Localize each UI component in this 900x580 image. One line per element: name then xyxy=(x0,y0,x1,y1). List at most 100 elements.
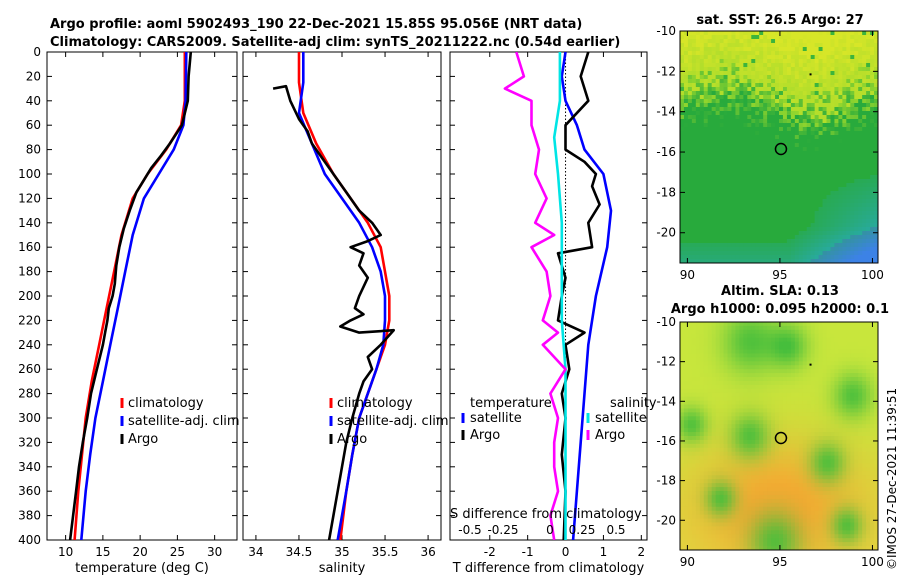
map-cell xyxy=(759,39,764,44)
x-tick-label: 34.5 xyxy=(286,545,313,559)
map-cell xyxy=(810,31,816,36)
map-cell xyxy=(763,211,768,216)
map-cell xyxy=(735,35,740,40)
map-cell xyxy=(814,151,820,156)
map-cell xyxy=(870,388,875,394)
map-cell xyxy=(683,235,689,240)
map-cell xyxy=(691,380,697,386)
map-cell xyxy=(703,223,709,228)
map-cell xyxy=(699,443,705,449)
map-cell xyxy=(782,39,788,44)
map-cell xyxy=(834,373,839,378)
map-cell xyxy=(826,59,832,64)
map-cell xyxy=(763,439,768,445)
map-cell xyxy=(842,167,847,172)
map-cell xyxy=(735,199,740,204)
map-cell xyxy=(779,39,784,44)
map-cell xyxy=(723,151,729,156)
map-cell xyxy=(854,163,859,168)
map-cell xyxy=(790,369,796,374)
map-cell xyxy=(763,151,768,156)
map-cell xyxy=(798,167,804,172)
map-cell xyxy=(723,463,729,469)
map-cell xyxy=(727,436,733,441)
argo-marker xyxy=(774,142,788,156)
map-cell xyxy=(870,127,875,132)
map-cell xyxy=(838,447,843,453)
map-cell xyxy=(842,75,847,80)
map-cell xyxy=(858,243,863,248)
map-cell xyxy=(818,341,824,347)
map-cell xyxy=(695,167,701,172)
map-cell xyxy=(735,353,740,358)
map-cell xyxy=(747,75,752,80)
map-cell xyxy=(786,63,792,68)
map-cell xyxy=(846,239,851,244)
map-cell xyxy=(759,353,764,358)
map-cell xyxy=(767,91,772,96)
map-cell xyxy=(755,187,760,192)
map-cell xyxy=(743,439,748,445)
map-cell xyxy=(743,455,748,461)
sla-map: 90 95 100-10-12-14-16-18-20 xyxy=(656,315,884,569)
map-cell xyxy=(763,135,768,140)
map-cell xyxy=(802,203,808,208)
map-cell xyxy=(739,341,744,347)
map-cell xyxy=(763,373,768,378)
map-cell xyxy=(790,167,796,172)
map-cell xyxy=(830,63,836,68)
map-cell xyxy=(731,337,737,343)
map-cell xyxy=(711,35,717,40)
map-cell xyxy=(767,380,772,386)
map-cell xyxy=(763,87,768,92)
map-cell xyxy=(810,388,816,394)
map-cell xyxy=(798,227,804,232)
map-cell xyxy=(747,255,752,260)
map-cell xyxy=(743,179,748,184)
map-cell xyxy=(771,211,776,216)
map-cell xyxy=(715,243,721,248)
map-cell xyxy=(870,219,875,224)
map-cell xyxy=(798,59,804,64)
map-cell xyxy=(810,115,816,120)
map-cell xyxy=(699,75,705,80)
map-cell xyxy=(826,131,832,136)
map-cell xyxy=(786,207,792,212)
map-cell xyxy=(826,119,832,124)
map-cell xyxy=(719,55,725,60)
map-cell xyxy=(735,91,740,96)
map-cell xyxy=(810,163,816,168)
map-cell xyxy=(695,329,701,335)
map-cell xyxy=(695,227,701,232)
map-cell xyxy=(822,247,828,252)
map-cell xyxy=(842,322,847,327)
y-tick-label: 280 xyxy=(18,387,41,401)
map-cell xyxy=(826,67,832,72)
map-cell xyxy=(786,43,792,48)
map-cell xyxy=(858,71,863,76)
map-cell xyxy=(814,199,820,204)
map-cell xyxy=(842,195,847,200)
map-cell xyxy=(680,183,685,188)
map-cell xyxy=(782,75,788,80)
map-cell xyxy=(747,420,752,425)
map-cell xyxy=(743,115,748,120)
map-cell xyxy=(683,199,689,204)
map-cell xyxy=(759,341,764,347)
map-cell xyxy=(771,377,776,382)
map-cell xyxy=(794,424,800,429)
map-cell xyxy=(834,151,839,156)
x-axis-label: T difference from climatology xyxy=(452,561,645,576)
map-cell xyxy=(814,115,820,120)
map-cell xyxy=(767,147,772,152)
map-cell xyxy=(858,388,863,394)
map-cell xyxy=(767,432,772,437)
map-cell xyxy=(735,143,740,148)
map-cell xyxy=(846,203,851,208)
map-cell xyxy=(842,39,847,44)
map-cell xyxy=(771,51,776,56)
map-cell xyxy=(699,55,705,60)
map-cell xyxy=(818,139,824,144)
map-cell xyxy=(715,71,721,76)
map-cell xyxy=(727,412,733,417)
